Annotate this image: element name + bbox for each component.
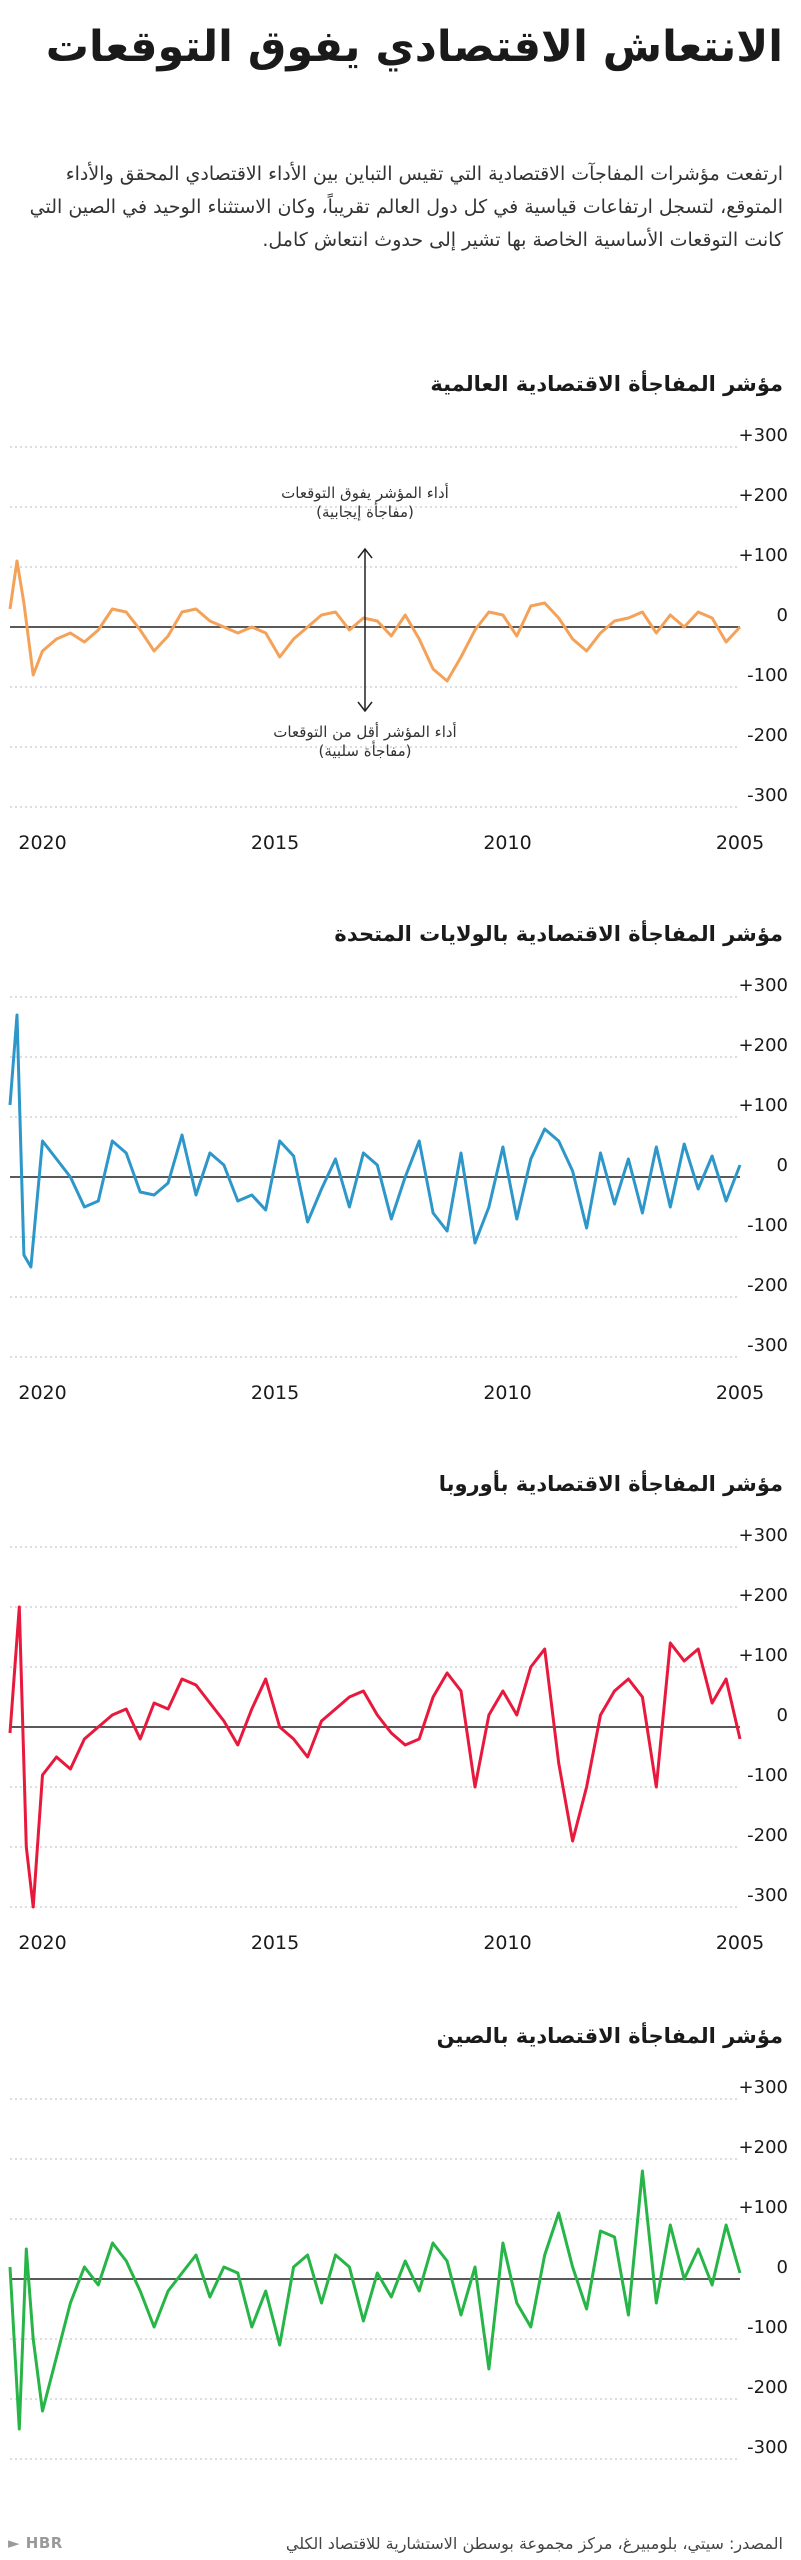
y-tick-label: +200 bbox=[739, 1585, 788, 1606]
y-tick-label: 0 bbox=[777, 2257, 788, 2278]
chart-title: مؤشر المفاجأة الاقتصادية بالولايات المتح… bbox=[334, 922, 783, 946]
chart-us-svg: +300 +200 +100 0 -100 -200 -300 2020 2005 2010 201… bbox=[8, 975, 788, 1404]
y-tick-label: -100 bbox=[747, 1765, 788, 1786]
y-tick-label: -200 bbox=[747, 1825, 788, 1846]
annotation-positive: أداء المؤشر يفوق التوقعات bbox=[281, 483, 449, 502]
x-tick-label: 2020 bbox=[18, 1932, 66, 1954]
chart-global: مؤشر المفاجأة الاقتصادية العالمية +300 +2… bbox=[0, 372, 801, 882]
chart-europe-svg: +300 +200 +100 0 -100 -200 -300 2020 2015 2010 200… bbox=[8, 1525, 788, 1954]
annotation-positive-sub: (مفاجأة إيجابية) bbox=[316, 501, 414, 521]
x-tick-label: 2010 bbox=[483, 1932, 531, 1954]
chart-china-svg: +300 +200 +100 0 -100 -200 -300 bbox=[8, 2077, 788, 2460]
y-tick-label: +300 bbox=[739, 1525, 788, 1546]
chart-europe: مؤشر المفاجأة الاقتصادية بأوروبا +300 +20… bbox=[0, 1472, 801, 1982]
y-tick-label: +200 bbox=[739, 2137, 788, 2158]
y-tick-label: -200 bbox=[747, 725, 788, 746]
y-tick-label: +200 bbox=[739, 1035, 788, 1056]
y-tick-label: -200 bbox=[747, 2377, 788, 2398]
y-tick-label: 0 bbox=[777, 1705, 788, 1726]
y-tick-label: +300 bbox=[739, 425, 788, 446]
y-tick-label: -100 bbox=[747, 665, 788, 686]
x-tick-label: 2010 bbox=[483, 832, 531, 854]
chart-title: مؤشر المفاجأة الاقتصادية بأوروبا bbox=[438, 1472, 783, 1496]
y-tick-label: -100 bbox=[747, 1215, 788, 1236]
footer: ► HBR المصدر: سيتي، بلومبيرغ، مركز مجموع… bbox=[0, 2534, 801, 2560]
hbr-logo: ► HBR bbox=[8, 2534, 63, 2552]
y-tick-label: -100 bbox=[747, 2317, 788, 2338]
y-tick-label: -200 bbox=[747, 1275, 788, 1296]
series-line bbox=[8, 1605, 742, 1909]
arrow-down-icon bbox=[357, 701, 373, 713]
series-line bbox=[8, 559, 742, 683]
x-tick-label: 2015 bbox=[251, 1382, 299, 1404]
page-subtitle: ارتفعت مؤشرات المفاجآت الاقتصادية التي ت… bbox=[29, 163, 783, 251]
chart-title: مؤشر المفاجأة الاقتصادية بالصين bbox=[436, 2024, 783, 2048]
y-tick-label: +100 bbox=[739, 545, 788, 566]
y-tick-label: +300 bbox=[739, 975, 788, 996]
y-tick-label: -300 bbox=[747, 1885, 788, 1906]
chart-us: مؤشر المفاجأة الاقتصادية بالولايات المتح… bbox=[0, 922, 801, 1432]
annotation-negative: أداء المؤشر أقل من التوقعات bbox=[273, 722, 456, 741]
y-tick-label: +100 bbox=[739, 1095, 788, 1116]
x-tick-label: 2015 bbox=[251, 1932, 299, 1954]
y-tick-label: +200 bbox=[739, 485, 788, 506]
y-tick-label: -300 bbox=[747, 785, 788, 806]
x-tick-label: 2005 bbox=[716, 1932, 764, 1954]
y-tick-label: +300 bbox=[739, 2077, 788, 2098]
series-line bbox=[8, 1013, 742, 1269]
x-tick-label: 2005 bbox=[716, 1382, 764, 1404]
hbr-logo-text: HBR bbox=[25, 2534, 63, 2552]
x-tick-label: 2010 bbox=[483, 1382, 531, 1404]
x-tick-label: 2020 bbox=[18, 1382, 66, 1404]
y-tick-label: -300 bbox=[747, 2437, 788, 2458]
y-tick-label: +100 bbox=[739, 2197, 788, 2218]
y-tick-label: -300 bbox=[747, 1335, 788, 1356]
source-note: المصدر: سيتي، بلومبيرغ، مركز مجموعة بوسط… bbox=[285, 2534, 783, 2553]
x-tick-label: 2005 bbox=[716, 832, 764, 854]
x-tick-label: 2020 bbox=[18, 832, 66, 854]
arrow-up-icon bbox=[357, 547, 373, 559]
y-tick-label: 0 bbox=[777, 605, 788, 626]
chart-global-svg: +300 +200 +100 0 -100 -200 -300 2020 2015 2010 200… bbox=[8, 425, 788, 854]
series-line bbox=[8, 2169, 742, 2431]
y-tick-label: +100 bbox=[739, 1645, 788, 1666]
chart-china: مؤشر المفاجأة الاقتصادية بالصين +300 +200… bbox=[0, 2024, 801, 2524]
x-tick-label: 2015 bbox=[251, 832, 299, 854]
chart-title: مؤشر المفاجأة الاقتصادية العالمية bbox=[430, 372, 783, 396]
y-tick-label: 0 bbox=[777, 1155, 788, 1176]
page-title: الانتعاش الاقتصادي يفوق التوقعات bbox=[45, 22, 783, 72]
annotation-negative-sub: (مفاجأة سلبية) bbox=[319, 740, 412, 760]
